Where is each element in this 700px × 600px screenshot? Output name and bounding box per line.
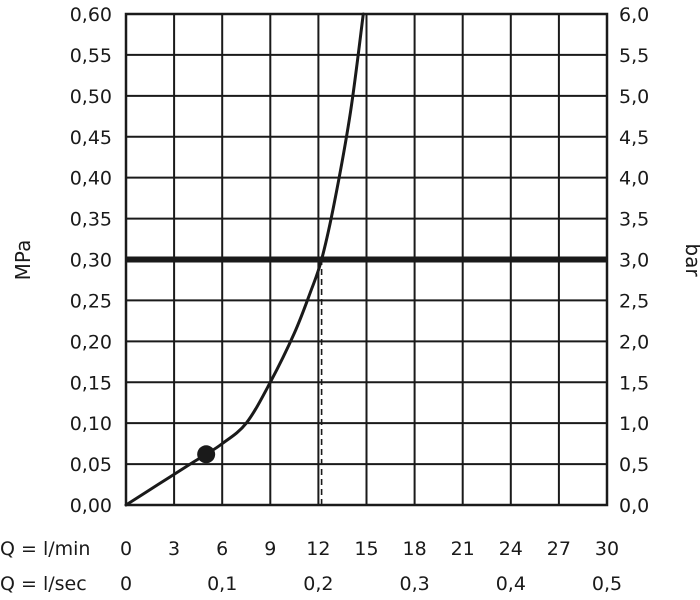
x-secondary-tick-label: 0,5 — [592, 573, 622, 595]
y-tick-label-left: 0,05 — [70, 454, 112, 476]
y-tick-label-right: 3,5 — [619, 209, 649, 231]
y-tick-label-right: 5,5 — [619, 45, 649, 67]
x-tick-label: 24 — [499, 538, 523, 560]
flow-pressure-curve — [124, 12, 365, 507]
y-tick-label-left: 0,25 — [70, 290, 112, 312]
y-tick-label-left: 0,35 — [70, 209, 112, 231]
y-tick-label-right: 4,5 — [619, 127, 649, 149]
y-tick-label-left: 0,30 — [70, 250, 112, 272]
x-tick-label: 12 — [306, 538, 330, 560]
y-tick-label-left: 0,55 — [70, 45, 112, 67]
y-axis-right-ticks: 0,0 0,5 1,0 1,5 2,0 2,5 3,0 3,5 4,0 4,5 5,0 5,5 6,0 — [619, 4, 649, 517]
x-tick-label: 21 — [451, 538, 475, 560]
y-tick-label-right: 2,5 — [619, 290, 649, 312]
y-tick-label-right: 0,0 — [619, 495, 649, 517]
x-secondary-tick-label: 0,2 — [303, 573, 333, 595]
y-tick-label-left: 0,45 — [70, 127, 112, 149]
x-axis-ticks: 0 3 6 9 12 15 18 21 24 27 30 — [120, 538, 619, 560]
y-tick-label-right: 4,0 — [619, 168, 649, 190]
y-tick-label-right: 1,0 — [619, 413, 649, 435]
x-secondary-tick-label: 0 — [120, 573, 132, 595]
y-axis-left-title: MPa — [11, 240, 35, 281]
x-tick-label: 15 — [354, 538, 378, 560]
operating-point-marker — [197, 445, 216, 464]
x-secondary-tick-label: 0,1 — [207, 573, 237, 595]
x-tick-label: 3 — [168, 538, 180, 560]
y-tick-label-left: 0,15 — [70, 372, 112, 394]
y-tick-label-right: 2,0 — [619, 331, 649, 353]
x-axis-secondary-title: Q = l/sec — [0, 573, 87, 595]
x-tick-label: 27 — [547, 538, 571, 560]
y-tick-label-left: 0,40 — [70, 168, 112, 190]
plot-frame — [124, 12, 609, 507]
y-tick-label-right: 5,0 — [619, 86, 649, 108]
x-tick-label: 30 — [595, 538, 619, 560]
y-axis-left-ticks: 0,00 0,05 0,10 0,15 0,20 0,25 0,30 0,35 0,40 0,45… — [70, 4, 112, 517]
y-tick-label-right: 1,5 — [619, 372, 649, 394]
y-tick-label-right: 6,0 — [619, 4, 649, 26]
x-secondary-tick-label: 0,3 — [399, 573, 429, 595]
y-tick-label-left: 0,50 — [70, 86, 112, 108]
y-axis-right-title: bar — [681, 243, 700, 277]
x-axis-title: Q = l/min — [0, 538, 90, 560]
x-tick-label: 9 — [264, 538, 276, 560]
x-tick-label: 0 — [120, 538, 132, 560]
y-tick-label-right: 3,0 — [619, 250, 649, 272]
x-tick-label: 18 — [403, 538, 427, 560]
y-tick-label-left: 0,00 — [70, 495, 112, 517]
y-tick-label-left: 0,60 — [70, 4, 112, 26]
y-tick-label-right: 0,5 — [619, 454, 649, 476]
y-tick-label-left: 0,10 — [70, 413, 112, 435]
y-tick-label-left: 0,20 — [70, 331, 112, 353]
x-secondary-tick-label: 0,4 — [496, 573, 526, 595]
x-axis-secondary-ticks: 0 0,1 0,2 0,3 0,4 0,5 — [120, 573, 622, 595]
x-tick-label: 6 — [216, 538, 228, 560]
